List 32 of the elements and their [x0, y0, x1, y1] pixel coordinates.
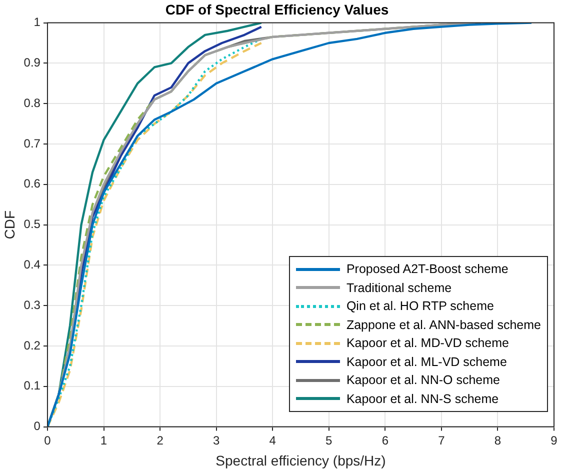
x-axis-title: Spectral efficiency (bps/Hz): [216, 452, 386, 468]
legend-label: Kapoor et al. ML-VD scheme: [346, 354, 507, 369]
x-tick-label: 3: [212, 433, 220, 448]
y-axis-title: CDF: [1, 210, 18, 240]
x-tick-label: 8: [494, 433, 502, 448]
y-tick-label: 0.4: [24, 258, 41, 272]
y-tick-label: 0.7: [24, 136, 41, 150]
chart-title: CDF of Spectral Efficiency Values: [165, 1, 389, 18]
x-tick-label: 4: [269, 433, 276, 448]
legend-label: Kapoor et al. NN-O scheme: [346, 373, 500, 388]
x-tick-label: 5: [326, 433, 333, 448]
y-tick-label: 0: [34, 419, 41, 434]
x-tick-label: 0: [44, 433, 52, 448]
legend-label: Kapoor et al. NN-S scheme: [346, 392, 499, 406]
legend-label: Zappone et al. ANN-based scheme: [346, 318, 541, 332]
y-tick-label: 0.5: [24, 217, 41, 232]
y-tick-label: 1: [34, 15, 41, 30]
x-tick-label: 6: [382, 433, 389, 448]
y-tick-label: 0.6: [24, 176, 41, 191]
y-tick-label: 0.1: [24, 378, 41, 393]
x-tick-label: 7: [438, 433, 446, 448]
x-tick-label: 1: [100, 433, 108, 448]
legend-label: Qin et al. HO RTP scheme: [346, 299, 494, 314]
y-tick-label: 0.8: [24, 96, 41, 110]
y-tick-label: 0.3: [24, 298, 41, 312]
legend-label: Traditional scheme: [346, 280, 452, 295]
x-tick-label: 2: [156, 433, 164, 448]
y-tick-label: 0.9: [24, 56, 41, 70]
y-tick-label: 0.2: [24, 338, 41, 352]
legend-label: Kapoor et al. MD-VD scheme: [346, 336, 509, 350]
x-tick-label: 9: [550, 433, 558, 448]
legend-label: Proposed A2T-Boost scheme: [346, 262, 508, 276]
